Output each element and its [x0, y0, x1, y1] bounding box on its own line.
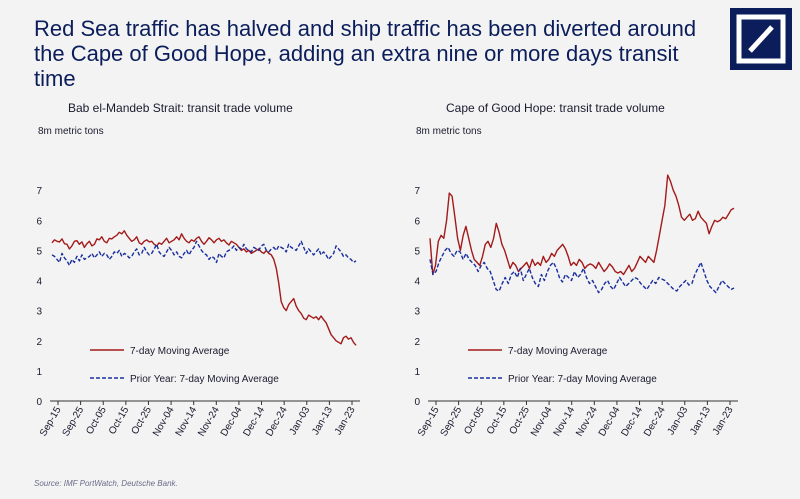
- cape-y-tick-label: 4: [414, 277, 420, 288]
- bab-x-tick-label: Jan-03: [288, 405, 313, 437]
- bab-x-tick-label: Oct-25: [130, 405, 155, 437]
- cape-y-tick-label: 1: [414, 367, 420, 378]
- cape-prior-year-line: [429, 246, 735, 294]
- cape-x-tick-label: Sep-25: [439, 405, 465, 439]
- bab-y-axis-label: 8m metric tons: [38, 126, 104, 137]
- bab-x-tick-label: Sep-25: [61, 405, 87, 439]
- bab-y-tick-label: 2: [36, 337, 42, 348]
- cape-y-tick-label: 5: [414, 246, 420, 257]
- cape-y-tick-label: 2: [414, 337, 420, 348]
- cape-y-tick-label: 7: [414, 186, 420, 197]
- cape-of-good-hope-chart: Cape of Good Hope: transit trade volume 8…: [414, 101, 738, 439]
- cape-x-tick-label: Oct-15: [485, 405, 510, 437]
- source-note: Source: IMF PortWatch, Deutsche Bank.: [34, 479, 178, 488]
- cape-y-tick-label: 6: [414, 216, 420, 227]
- bab-y-tick-label: 3: [36, 307, 42, 318]
- bab-el-mandeb-chart: Bab el-Mandeb Strait: transit trade volu…: [36, 101, 360, 439]
- bab-x-tick-label: Oct-15: [107, 405, 132, 437]
- cape-legend-label: Prior Year: 7-day Moving Average: [508, 374, 657, 385]
- deutsche-bank-logo-icon: [730, 8, 792, 70]
- cape-y-tick-label: 3: [414, 307, 420, 318]
- cape-legend-label: 7-day Moving Average: [508, 346, 608, 357]
- cape-x-tick-label: Jan-13: [688, 405, 713, 437]
- bab-legend-label: Prior Year: 7-day Moving Average: [130, 374, 279, 385]
- bab-y-tick-label: 5: [36, 246, 42, 257]
- bab-chart-title: Bab el-Mandeb Strait: transit trade volu…: [68, 101, 293, 115]
- cape-x-tick-label: Oct-05: [462, 405, 487, 437]
- bab-x-tick-label: Dec-24: [264, 405, 290, 439]
- cape-chart-title: Cape of Good Hope: transit trade volume: [446, 101, 665, 115]
- bab-x-tick-label: Jan-13: [310, 405, 335, 437]
- bab-y-tick-label: 6: [36, 216, 42, 227]
- cape-x-tick-label: Oct-25: [508, 405, 533, 437]
- cape-x-tick-label: Dec-24: [642, 405, 668, 439]
- bab-current-line: [51, 230, 357, 346]
- bab-y-tick-label: 1: [36, 367, 42, 378]
- bab-legend-label: 7-day Moving Average: [130, 346, 230, 357]
- cape-y-axis-label: 8m metric tons: [416, 126, 482, 137]
- bab-prior-year-line: [51, 240, 357, 267]
- bab-x-tick-label: Jan-23: [333, 405, 358, 437]
- cape-y-tick-label: 0: [414, 397, 420, 408]
- bab-x-tick-label: Oct-05: [84, 405, 109, 437]
- cape-current-line: [429, 174, 735, 276]
- cape-x-tick-label: Jan-23: [711, 405, 736, 437]
- bab-y-tick-label: 4: [36, 277, 42, 288]
- bab-y-tick-label: 7: [36, 186, 42, 197]
- page-title: Red Sea traffic has halved and ship traf…: [34, 16, 697, 91]
- cape-x-tick-label: Jan-03: [666, 405, 691, 437]
- bab-y-tick-label: 0: [36, 397, 42, 408]
